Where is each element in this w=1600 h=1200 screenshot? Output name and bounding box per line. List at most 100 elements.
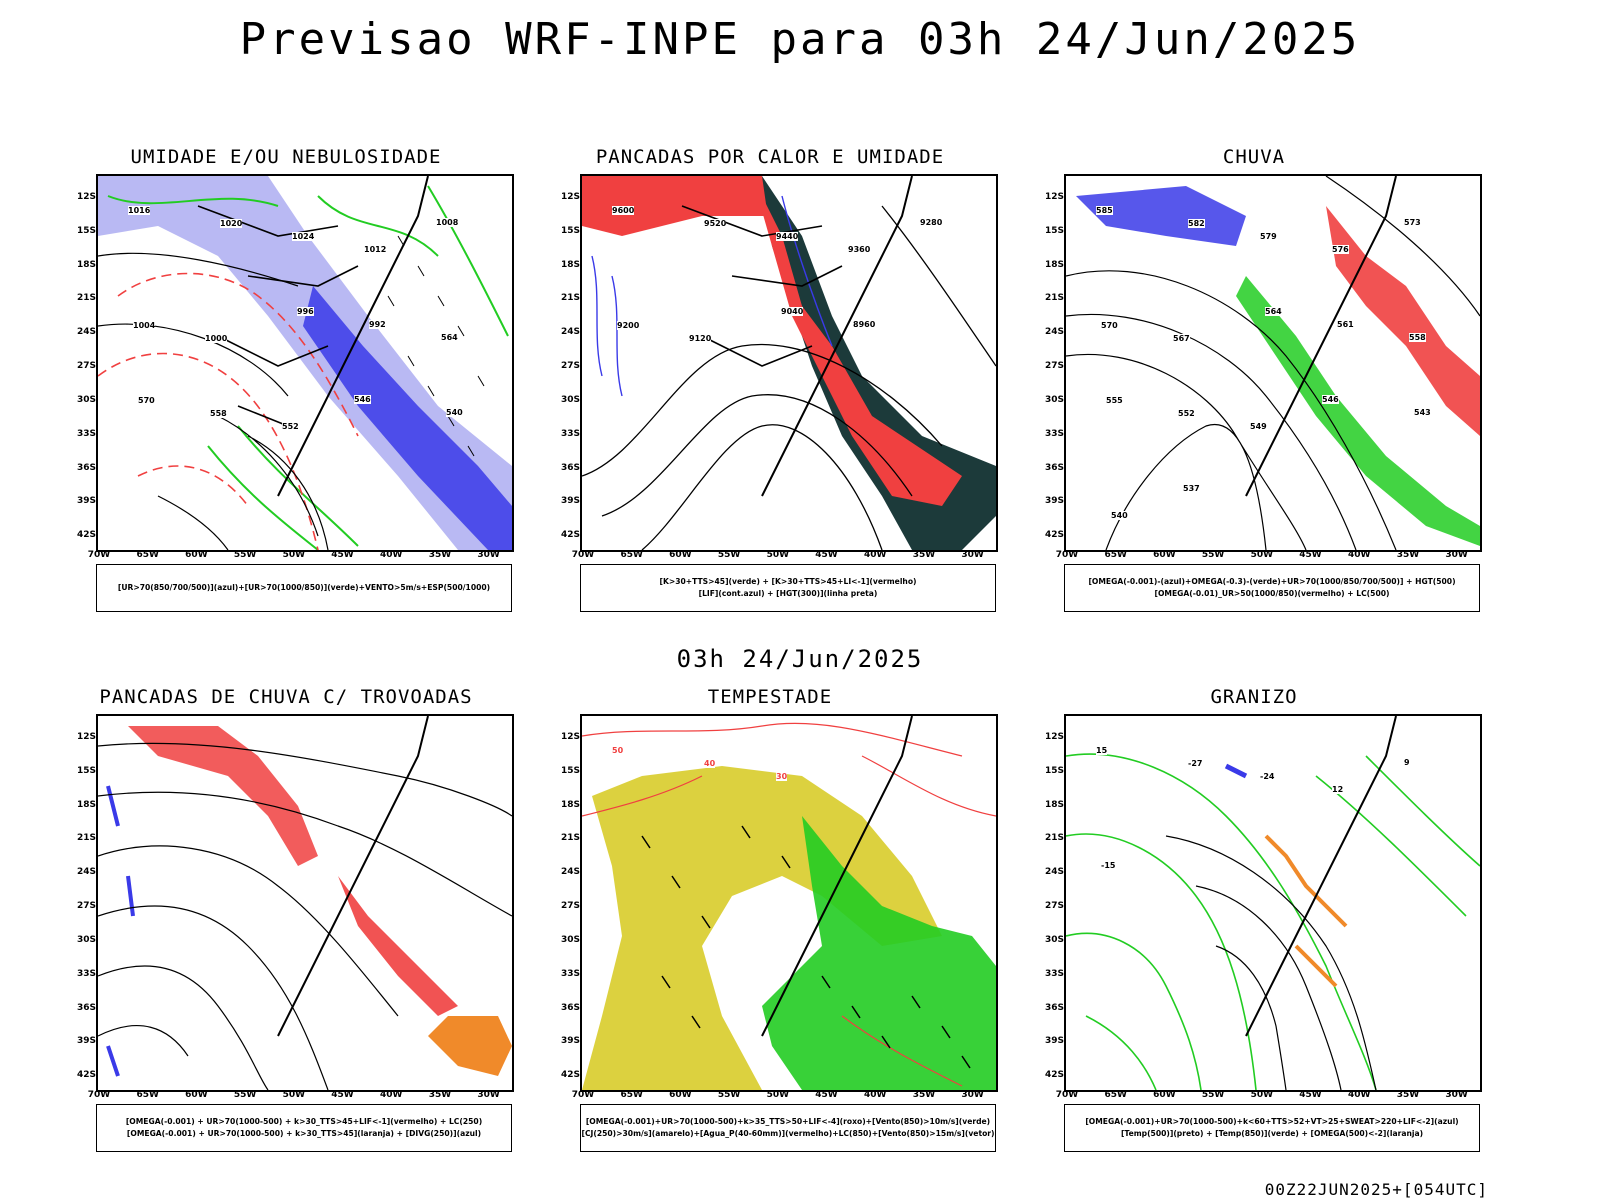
contour-label: 12	[1332, 785, 1344, 794]
panel-title: UMIDADE E/OU NEBULOSIDADE	[130, 146, 442, 168]
legend-line: [OMEGA(-0.001) + UR>70(1000-500) + k>30_…	[126, 1129, 482, 1138]
longitude-tick-label: 65W	[136, 1090, 159, 1100]
latitude-tick-label: 27S	[76, 361, 96, 372]
latitude-tick-label: 33S	[560, 968, 580, 979]
longitude-tick-label: 40W	[380, 550, 403, 560]
latitude-tick-label: 18S	[560, 259, 580, 270]
contour-label: 576	[1332, 245, 1349, 254]
panel-title: CHUVA	[1222, 146, 1286, 168]
contour-label: 1020	[220, 219, 243, 228]
latitude-tick-label: 21S	[560, 293, 580, 304]
legend-line: [LIF](cont.azul) + [HGT(300)](linha pret…	[698, 589, 878, 598]
contour-label: 1008	[436, 218, 459, 227]
state-borders	[197, 205, 359, 427]
longitude-tick-label: 55W	[1201, 1090, 1225, 1100]
contour-label: 585	[1096, 206, 1113, 215]
contour-label: 555	[1106, 396, 1123, 405]
longitude-tick-label: 55W	[717, 1090, 741, 1100]
panel-granizo: GRANIZO 15 -27 -24 12 9 -15 [OMEGA(-0.001)+UR…	[1034, 686, 1482, 1156]
latitude-tick-label: 15S	[1044, 765, 1064, 776]
wind-vectors	[641, 825, 971, 1069]
map-trovoadas	[96, 714, 514, 1092]
latitude-tick-label: 36S	[1044, 462, 1064, 473]
longitude-tick-label: 45W	[331, 550, 354, 560]
latitude-tick-label: 18S	[76, 799, 96, 810]
legend-line: [OMEGA(-0.001)+UR>70(1000-500)+k<60+TTS>…	[1085, 1117, 1459, 1126]
contour-label: 549	[1250, 422, 1267, 431]
panel-title: PANCADAS POR CALOR E UMIDADE	[595, 146, 945, 168]
latitude-tick-label: 36S	[1044, 1002, 1064, 1013]
longitude-tick-label: 30W	[477, 550, 500, 560]
legend-line: [OMEGA(-0.001)+UR>70(1000-500)+k>35_TTS>…	[585, 1117, 991, 1126]
latitude-tick-label: 33S	[76, 968, 96, 979]
contour-label: 8960	[853, 320, 876, 329]
coastline	[1245, 716, 1397, 1037]
longitude-tick-label: 40W	[864, 550, 887, 560]
contour-label: 9520	[704, 219, 727, 228]
latitude-tick-label: 24S	[560, 867, 580, 878]
latitude-tick-label: 18S	[1044, 259, 1064, 270]
black-hgt-contours	[582, 205, 996, 550]
longitude-tick-label: 60W	[669, 550, 692, 560]
latitude-tick-label: 36S	[560, 462, 580, 473]
contour-label: 564	[441, 333, 458, 342]
map-pancadas-calor: 9600 9520 9440 9360 9280 9200 9120 9040 8960	[580, 174, 998, 552]
map-chuva-graphic	[1066, 176, 1480, 550]
longitude-tick-label: 60W	[1153, 1090, 1176, 1100]
green-contours	[107, 185, 509, 550]
latitude-tick-label: 42S	[1044, 530, 1064, 541]
longitude-tick-label: 70W	[571, 550, 595, 560]
longitude-tick-label: 30W	[477, 1090, 500, 1100]
map-umidade-graphic	[98, 176, 512, 550]
blue-humidity-band	[303, 286, 512, 550]
panel-title: GRANIZO	[1210, 686, 1298, 708]
latitude-tick-label: 24S	[1044, 867, 1064, 878]
green-omega-area	[1236, 276, 1480, 546]
red-omega-area	[1326, 206, 1480, 436]
panel-umidade: UMIDADE E/OU NEBULOSIDADE 1016 1020 1024 10…	[66, 146, 514, 616]
contour-label: 570	[138, 396, 155, 405]
latitude-tick-label: 18S	[76, 259, 96, 270]
longitude-tick-label: 35W	[428, 550, 452, 560]
contour-label: 579	[1260, 232, 1277, 241]
latitude-tick-label: 27S	[1044, 901, 1064, 912]
blue-lif-contours	[591, 195, 833, 397]
latitude-tick-label: 24S	[1044, 327, 1064, 338]
longitude-tick-label: 65W	[620, 1090, 643, 1100]
longitude-tick-label: 40W	[380, 1090, 403, 1100]
contour-label: 570	[1101, 321, 1118, 330]
contour-label: 1016	[128, 206, 151, 215]
contour-label: 9600	[612, 206, 635, 215]
latitude-tick-label: 21S	[76, 833, 96, 844]
longitude-tick-label: 45W	[1299, 1090, 1322, 1100]
contour-label: 9	[1404, 758, 1410, 767]
contour-label: -24	[1260, 772, 1275, 781]
red-thunder-area	[128, 726, 318, 866]
latitude-tick-label: 33S	[76, 428, 96, 439]
longitude-tick-label: 35W	[912, 550, 936, 560]
latitude-tick-label: 27S	[1044, 361, 1064, 372]
longitude-tick-label: 55W	[233, 550, 257, 560]
contour-label: 9120	[689, 334, 712, 343]
legend-granizo: [OMEGA(-0.001)+UR>70(1000-500)+k<60+TTS>…	[1064, 1104, 1480, 1152]
legend-tempestade: [OMEGA(-0.001)+UR>70(1000-500)+k>35_TTS>…	[580, 1104, 996, 1152]
coastline	[1245, 176, 1397, 497]
longitude-tick-label: 35W	[428, 1090, 452, 1100]
panel-tempestade: TEMPESTADE 50 40 30 [OMEGA(-0.001)+UR>70(1…	[550, 686, 998, 1156]
coastline	[761, 176, 913, 497]
longitude-tick-label: 50W	[1250, 550, 1274, 560]
longitude-tick-label: 40W	[1348, 1090, 1371, 1100]
contour-label: 1004	[133, 321, 156, 330]
latitude-tick-label: 39S	[76, 1036, 96, 1047]
latitude-tick-label: 42S	[76, 1070, 96, 1081]
map-granizo-graphic	[1066, 716, 1480, 1090]
contour-label: 1012	[364, 245, 387, 254]
longitude-tick-label: 40W	[1348, 550, 1371, 560]
contour-label: 9360	[848, 245, 871, 254]
contour-label: -15	[1101, 861, 1116, 870]
latitude-tick-label: 15S	[560, 225, 580, 236]
contour-label: 9040	[781, 307, 804, 316]
latitude-tick-label: 30S	[560, 394, 580, 405]
longitude-tick-label: 45W	[331, 1090, 354, 1100]
latitude-tick-label: 36S	[76, 462, 96, 473]
